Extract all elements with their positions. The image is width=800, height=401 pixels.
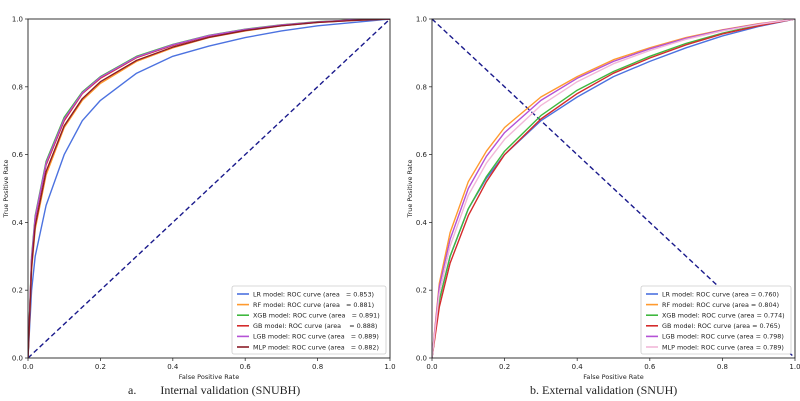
y-tick-label: 0.2: [416, 287, 427, 295]
y-tick-label: 0.0: [12, 355, 23, 363]
roc-curve-lgb: [432, 19, 795, 358]
x-tick-label: 0.6: [240, 363, 252, 371]
chart-internal: 0.0 0.2 0.4 0.6 0.8 1.0 0.0 0.2 0.4 0.6 0.8 1.0 Fals…: [2, 16, 396, 382]
caption-internal: a. Internal validation (SNUBH): [128, 383, 300, 398]
y-axis-label: True Positive Rate: [2, 160, 10, 219]
legend-entry: GB model: ROC curve (area = 0.888): [253, 322, 377, 330]
legend-entry: MLP model: ROC curve (area = 0.789): [662, 343, 784, 351]
legend-entry: LGB model: ROC curve (area = 0.798): [662, 333, 784, 341]
caption-external: b. External validation (SNUH): [530, 383, 677, 398]
y-tick-label: 0.6: [12, 151, 24, 159]
legend-entry: XGB model: ROC curve (area = 0.774): [662, 312, 785, 320]
y-tick-label: 0.6: [416, 151, 428, 159]
caption-b-text: b. External validation (SNUH): [530, 383, 678, 397]
y-tick-label: 1.0: [416, 16, 427, 24]
y-tick-label: 0.4: [416, 219, 428, 227]
legend-entry: LR model: ROC curve (area = 0.760): [662, 290, 779, 298]
x-axis-label: False Positive Rate: [179, 373, 239, 381]
x-tick-label: 0.0: [22, 363, 33, 371]
x-tick-label: 1.0: [384, 363, 395, 371]
caption-a-text: Internal validation (SNUBH): [160, 383, 301, 397]
y-tick-label: 0.0: [416, 355, 427, 363]
x-tick-label: 0.8: [312, 363, 323, 371]
x-tick-label: 0.4: [572, 363, 584, 371]
diagonal-reference-line: [28, 19, 390, 358]
legend-entry: XGB model: ROC curve (area = 0.891): [253, 312, 380, 320]
plot-frame: [431, 18, 796, 359]
y-tick-label: 0.2: [12, 287, 23, 295]
roc-curve-xgb: [432, 19, 795, 358]
plot-frame: [27, 18, 391, 359]
x-tick-label: 0.0: [426, 363, 437, 371]
x-tick-label: 1.0: [789, 363, 800, 371]
x-tick-label: 0.8: [717, 363, 728, 371]
caption-a-label: a.: [128, 383, 137, 397]
x-tick-label: 0.2: [499, 363, 510, 371]
y-tick-label: 0.8: [416, 83, 427, 91]
x-axis-label: False Positive Rate: [583, 373, 643, 381]
legend-entry: LGB model: ROC curve (area = 0.889): [253, 333, 379, 341]
legend-entry: LR model: ROC curve (area = 0.853): [253, 290, 374, 298]
roc-curve-lr: [28, 19, 390, 358]
y-axis-label: True Positive Rate: [406, 160, 414, 219]
y-tick-label: 0.8: [12, 83, 23, 91]
legend: LR model: ROC curve (area = 0.853) RF mod…: [231, 285, 387, 355]
legend: LR model: ROC curve (area = 0.760) RF mod…: [640, 285, 792, 355]
legend-box: [640, 285, 792, 355]
roc-curve-mlp: [28, 19, 390, 358]
legend-box: [231, 285, 387, 355]
legend-entry: RF model: ROC curve (area = 0.881): [253, 301, 374, 309]
legend-entry: GB model: ROC curve (area = 0.765): [662, 322, 780, 330]
y-tick-label: 1.0: [12, 16, 23, 24]
diagonal-reference-line: [432, 19, 795, 358]
legend-entry: MLP model: ROC curve (area = 0.882): [253, 343, 379, 351]
legend-entry: RF model: ROC curve (area = 0.804): [662, 301, 779, 309]
roc-curve-mlp_ext: [432, 19, 795, 358]
x-tick-label: 0.6: [644, 363, 656, 371]
y-tick-label: 0.4: [12, 219, 24, 227]
x-tick-label: 0.2: [95, 363, 106, 371]
x-tick-label: 0.4: [167, 363, 179, 371]
roc-curve-gb: [432, 19, 795, 358]
chart-external: 0.0 0.2 0.4 0.6 0.8 1.0 0.0 0.2 0.4 0.6 0.8 1.0 Fals…: [406, 16, 800, 382]
